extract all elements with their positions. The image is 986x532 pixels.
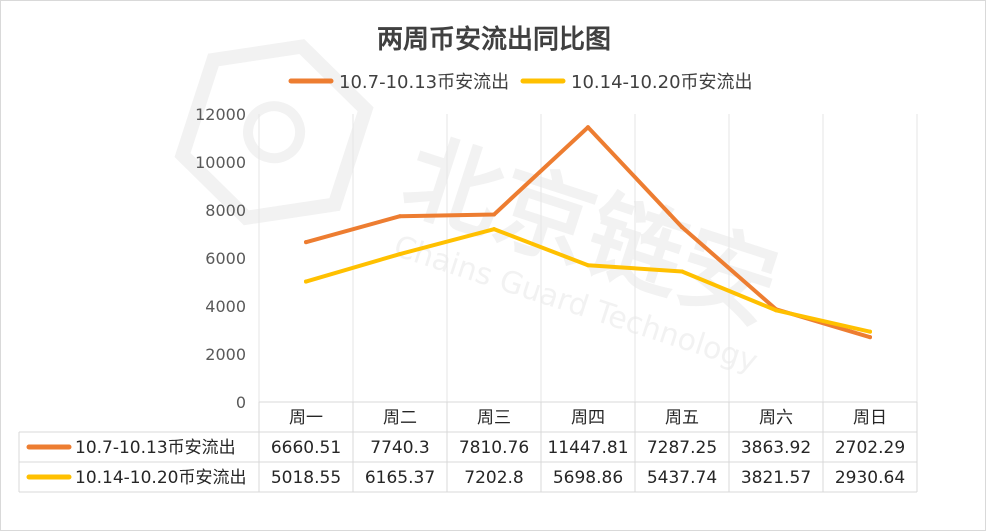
legend-label-2: 10.14-10.20币安流出 <box>571 72 753 93</box>
x-tick-label: 周日 <box>853 408 887 428</box>
y-tick-label: 4000 <box>205 297 246 316</box>
data-point <box>868 335 872 340</box>
data-label: 3821.57 <box>741 468 811 488</box>
data-label: 5698.86 <box>553 468 623 488</box>
y-axis: 0 2000 4000 6000 8000 10000 12000 <box>195 105 246 412</box>
series-lines <box>304 125 872 340</box>
data-point <box>398 252 402 257</box>
data-point <box>680 269 684 274</box>
data-label: 6660.51 <box>271 438 341 458</box>
data-point <box>868 329 872 334</box>
data-label: 11447.81 <box>547 438 628 458</box>
data-table: 周一 周二 周三 周四 周五 周六 周日 10.7-10.13币安流出 6660.51 7740.… <box>18 401 918 493</box>
table-series-label: 10.14-10.20币安流出 <box>75 468 246 488</box>
table-series-label: 10.7-10.13币安流出 <box>75 438 236 458</box>
data-label: 7202.8 <box>464 468 523 488</box>
data-point <box>774 308 778 313</box>
x-tick-label: 周二 <box>383 408 417 428</box>
data-label: 2702.29 <box>835 438 905 458</box>
x-tick-label: 周三 <box>477 408 511 428</box>
watermark-logo <box>174 39 374 226</box>
data-point <box>304 240 308 245</box>
y-tick-label: 6000 <box>205 249 246 268</box>
grid <box>258 114 918 402</box>
x-tick-label: 周一 <box>289 408 323 428</box>
data-point <box>492 212 496 217</box>
y-tick-label: 0 <box>236 393 246 412</box>
data-point <box>586 263 590 268</box>
data-label: 6165.37 <box>365 468 435 488</box>
data-point <box>680 225 684 230</box>
watermark-logo-dot <box>243 101 306 164</box>
data-point <box>398 214 402 219</box>
data-label: 3863.92 <box>741 438 811 458</box>
x-tick-label: 周六 <box>759 408 793 428</box>
y-tick-label: 8000 <box>205 201 246 220</box>
data-label: 7287.25 <box>647 438 717 458</box>
x-tick-label: 周五 <box>665 408 699 428</box>
chart-title: 两周币安流出同比图 <box>377 25 611 55</box>
data-point <box>492 227 496 232</box>
legend: 10.7-10.13币安流出 10.14-10.20币安流出 <box>288 72 753 93</box>
data-label: 7810.76 <box>459 438 529 458</box>
data-label: 7740.3 <box>370 438 429 458</box>
x-tick-label: 周四 <box>571 408 605 428</box>
data-point <box>304 279 308 284</box>
y-tick-label: 10000 <box>195 153 246 172</box>
legend-label-1: 10.7-10.13币安流出 <box>339 72 509 93</box>
data-point <box>586 125 590 130</box>
data-label: 5437.74 <box>647 468 717 488</box>
data-label: 2930.64 <box>835 468 905 488</box>
y-tick-label: 2000 <box>205 345 246 364</box>
data-label: 5018.55 <box>271 468 341 488</box>
y-tick-label: 12000 <box>195 105 246 124</box>
